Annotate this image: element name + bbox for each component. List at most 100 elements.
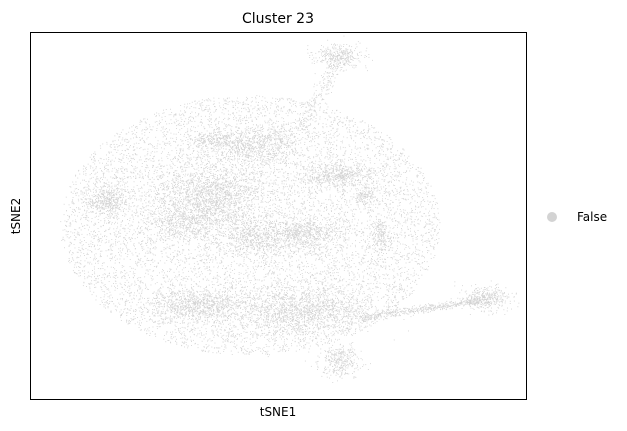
scatter-point: [105, 273, 106, 275]
scatter-point: [162, 269, 163, 271]
scatter-point: [92, 208, 94, 209]
scatter-point: [110, 294, 112, 296]
scatter-point: [250, 320, 252, 321]
scatter-point: [432, 227, 434, 229]
scatter-point: [223, 148, 225, 150]
scatter-point: [117, 226, 118, 228]
scatter-point: [315, 343, 317, 345]
scatter-point: [332, 255, 334, 257]
scatter-point: [132, 158, 134, 160]
scatter-point: [379, 259, 381, 260]
scatter-point: [262, 257, 264, 258]
scatter-point: [221, 154, 222, 156]
scatter-point: [116, 214, 118, 216]
scatter-point: [138, 327, 140, 328]
scatter-point: [109, 145, 111, 147]
scatter-point: [197, 165, 199, 167]
scatter-point: [215, 119, 217, 121]
scatter-point: [275, 122, 277, 124]
scatter-point: [339, 311, 340, 313]
scatter-point: [158, 122, 160, 124]
scatter-point: [429, 241, 431, 242]
scatter-point: [137, 261, 139, 263]
scatter-point: [301, 104, 303, 105]
scatter-point: [352, 215, 354, 217]
scatter-point: [274, 331, 276, 333]
scatter-point: [253, 178, 254, 180]
scatter-point: [227, 180, 229, 182]
scatter-point: [331, 335, 333, 337]
scatter-point: [221, 209, 222, 211]
scatter-point: [374, 196, 376, 198]
scatter-point: [233, 218, 235, 220]
scatter-point: [346, 302, 348, 304]
scatter-point: [372, 223, 374, 224]
scatter-point: [94, 184, 96, 186]
scatter-point: [351, 138, 352, 140]
scatter-point: [278, 177, 280, 178]
scatter-point: [357, 305, 359, 307]
scatter-point: [229, 276, 231, 278]
scatter-point: [73, 183, 75, 185]
scatter-point: [72, 232, 74, 234]
scatter-point: [207, 321, 209, 323]
scatter-point: [115, 244, 117, 246]
scatter-point: [309, 141, 310, 142]
scatter-point: [357, 202, 358, 204]
scatter-point: [304, 314, 306, 315]
scatter-point: [336, 116, 338, 118]
scatter-point: [310, 118, 312, 120]
scatter-point: [189, 331, 191, 333]
scatter-point: [304, 144, 306, 145]
scatter-point: [343, 166, 344, 167]
scatter-point: [325, 181, 327, 183]
scatter-point: [356, 204, 358, 206]
scatter-point: [270, 215, 272, 217]
scatter-point: [161, 238, 163, 240]
scatter-point: [276, 245, 278, 247]
scatter-point: [402, 299, 404, 300]
scatter-point: [309, 250, 311, 252]
scatter-point: [156, 130, 158, 131]
scatter-point: [297, 266, 298, 268]
scatter-point: [361, 280, 363, 282]
scatter-point: [255, 321, 256, 323]
scatter-point: [134, 273, 136, 274]
scatter-point: [212, 310, 214, 312]
scatter-point: [116, 144, 118, 145]
scatter-point: [400, 190, 402, 192]
scatter-point: [235, 104, 236, 106]
scatter-point: [68, 258, 70, 259]
scatter-point: [160, 183, 162, 185]
scatter-point: [322, 127, 324, 129]
scatter-point: [377, 213, 379, 215]
scatter-point: [143, 118, 144, 120]
scatter-point: [257, 333, 259, 335]
scatter-point: [311, 162, 312, 163]
scatter-point: [254, 299, 256, 301]
scatter-point: [390, 237, 391, 239]
scatter-point: [215, 315, 217, 317]
scatter-point: [237, 314, 239, 315]
scatter-point: [191, 165, 193, 167]
scatter-point: [270, 102, 272, 104]
scatter-point: [205, 191, 207, 192]
scatter-point: [338, 325, 340, 327]
scatter-point: [258, 102, 259, 103]
scatter-point: [306, 225, 308, 227]
scatter-point: [174, 122, 176, 124]
scatter-point: [343, 312, 345, 314]
scatter-point: [253, 262, 255, 264]
scatter-point: [209, 182, 211, 184]
scatter-point: [122, 167, 124, 169]
scatter-point: [288, 348, 290, 350]
scatter-point: [380, 247, 382, 249]
scatter-point: [224, 283, 226, 284]
scatter-point: [188, 249, 190, 251]
scatter-point: [244, 185, 246, 187]
scatter-point: [141, 282, 143, 283]
scatter-point: [224, 227, 226, 229]
scatter-point: [110, 266, 112, 268]
scatter-point: [164, 280, 166, 282]
scatter-point: [227, 204, 229, 206]
